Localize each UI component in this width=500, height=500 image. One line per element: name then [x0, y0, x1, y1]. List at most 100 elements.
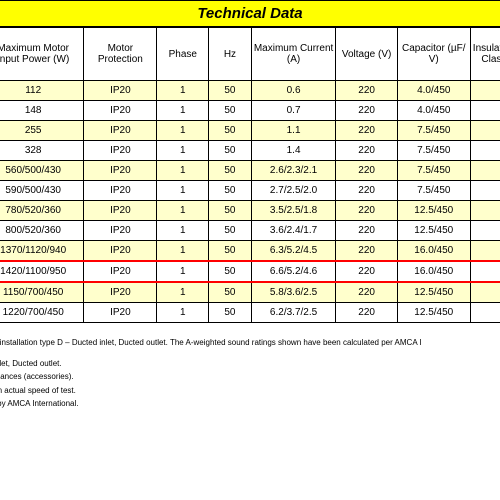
table-cell: 7.5/450	[397, 181, 470, 201]
table-cell: 1	[157, 181, 209, 201]
table-cell: 0.7	[251, 101, 336, 121]
table-cell	[470, 303, 500, 323]
table-cell: 12.5/450	[397, 221, 470, 241]
table-cell: 1	[157, 101, 209, 121]
table-cell: 220	[336, 282, 397, 303]
table-cell	[470, 241, 500, 262]
table-cell: 1220/700/450	[0, 303, 84, 323]
table-cell	[470, 261, 500, 282]
table-cell: 1	[157, 282, 209, 303]
table-cell: 6.6/5.2/4.6	[251, 261, 336, 282]
table-cell: 50	[209, 181, 251, 201]
table-cell: 1420/1100/950	[0, 261, 84, 282]
table-cell: 1	[157, 81, 209, 101]
table-cell: IP20	[84, 303, 157, 323]
table-cell: 220	[336, 201, 397, 221]
table-cell: 50	[209, 201, 251, 221]
table-cell: IP20	[84, 81, 157, 101]
table-cell: IP20	[84, 241, 157, 262]
table-cell: 1	[157, 201, 209, 221]
table-cell: 3.5/2.5/1.8	[251, 201, 336, 221]
table-cell: 220	[336, 261, 397, 282]
table-row: 1370/1120/940IP201506.3/5.2/4.522016.0/4…	[0, 241, 500, 262]
table-cell: IP20	[84, 261, 157, 282]
table-row: 800/520/360IP201503.6/2.4/1.722012.5/450	[0, 221, 500, 241]
table-cell	[470, 221, 500, 241]
table-cell: 50	[209, 221, 251, 241]
table-cell: 220	[336, 303, 397, 323]
column-header: Voltage (V)	[336, 28, 397, 81]
table-cell: IP20	[84, 201, 157, 221]
table-cell: IP20	[84, 121, 157, 141]
table-cell: 50	[209, 141, 251, 161]
column-header: Maximum Current (A)	[251, 28, 336, 81]
table-row: 328IP201501.42207.5/450	[0, 141, 500, 161]
table-cell: 328	[0, 141, 84, 161]
table-cell	[470, 81, 500, 101]
table-cell: 220	[336, 161, 397, 181]
table-cell: 1150/700/450	[0, 282, 84, 303]
table-cell: 1.4	[251, 141, 336, 161]
table-row: 1150/700/450IP201505.8/3.6/2.522012.5/45…	[0, 282, 500, 303]
table-cell: 112	[0, 81, 84, 101]
table-row: 112IP201500.62204.0/450	[0, 81, 500, 101]
table-cell: 12.5/450	[397, 303, 470, 323]
table-cell: 50	[209, 303, 251, 323]
table-cell: 255	[0, 121, 84, 141]
table-row: 590/500/430IP201502.7/2.5/2.02207.5/450	[0, 181, 500, 201]
table-cell: IP20	[84, 101, 157, 121]
footnote-item: ed on actual speed of test.	[0, 385, 500, 396]
table-cell: 220	[336, 241, 397, 262]
table-cell: 800/520/360	[0, 221, 84, 241]
footnote-item: urtenances (accessories).	[0, 371, 500, 382]
table-cell: 780/520/360	[0, 201, 84, 221]
table-cell: 560/500/430	[0, 161, 84, 181]
table-cell: 220	[336, 121, 397, 141]
table-cell: 1	[157, 261, 209, 282]
table-cell: 1370/1120/940	[0, 241, 84, 262]
column-header: Maximum Motor Input Power (W)	[0, 28, 84, 81]
table-cell: 50	[209, 261, 251, 282]
table-row: 780/520/360IP201503.5/2.5/1.822012.5/450	[0, 201, 500, 221]
column-header: Motor Protection	[84, 28, 157, 81]
table-cell: 6.3/5.2/4.5	[251, 241, 336, 262]
table-cell: 50	[209, 161, 251, 181]
table-cell	[470, 282, 500, 303]
table-cell: 7.5/450	[397, 141, 470, 161]
title-text: Technical Data	[197, 5, 302, 22]
column-header: Insulation Class	[470, 28, 500, 81]
footnote-item: sed by AMCA International.	[0, 398, 500, 409]
table-cell: 5.8/3.6/2.5	[251, 282, 336, 303]
table-cell: IP20	[84, 141, 157, 161]
table-cell: 0.6	[251, 81, 336, 101]
table-cell	[470, 161, 500, 181]
table-cell: 16.0/450	[397, 241, 470, 262]
table-cell: 1	[157, 241, 209, 262]
table-cell: 50	[209, 81, 251, 101]
table-cell: 1	[157, 303, 209, 323]
table-cell: 590/500/430	[0, 181, 84, 201]
table-cell	[470, 101, 500, 121]
table-cell: 2.6/2.3/2.1	[251, 161, 336, 181]
technical-data-table: Maximum Motor Input Power (W)Motor Prote…	[0, 27, 500, 323]
table-cell	[470, 141, 500, 161]
table-cell: 12.5/450	[397, 201, 470, 221]
table-row: 1420/1100/950IP201506.6/5.2/4.622016.0/4…	[0, 261, 500, 282]
table-cell: 7.5/450	[397, 121, 470, 141]
table-row: 148IP201500.72204.0/450	[0, 101, 500, 121]
table-cell: 2.7/2.5/2.0	[251, 181, 336, 201]
table-row: 1220/700/450IP201506.2/3.7/2.522012.5/45…	[0, 303, 500, 323]
table-cell: 16.0/450	[397, 261, 470, 282]
table-cell: 50	[209, 121, 251, 141]
table-cell: 220	[336, 181, 397, 201]
table-cell: 3.6/2.4/1.7	[251, 221, 336, 241]
table-cell: 1.1	[251, 121, 336, 141]
table-cell: 148	[0, 101, 84, 121]
table-cell	[470, 121, 500, 141]
table-header-row: Maximum Motor Input Power (W)Motor Prote…	[0, 28, 500, 81]
table-cell: IP20	[84, 181, 157, 201]
table-row: 255IP201501.12207.5/450	[0, 121, 500, 141]
title-bar: Technical Data	[0, 0, 500, 27]
table-cell: 50	[209, 282, 251, 303]
table-cell: IP20	[84, 161, 157, 181]
